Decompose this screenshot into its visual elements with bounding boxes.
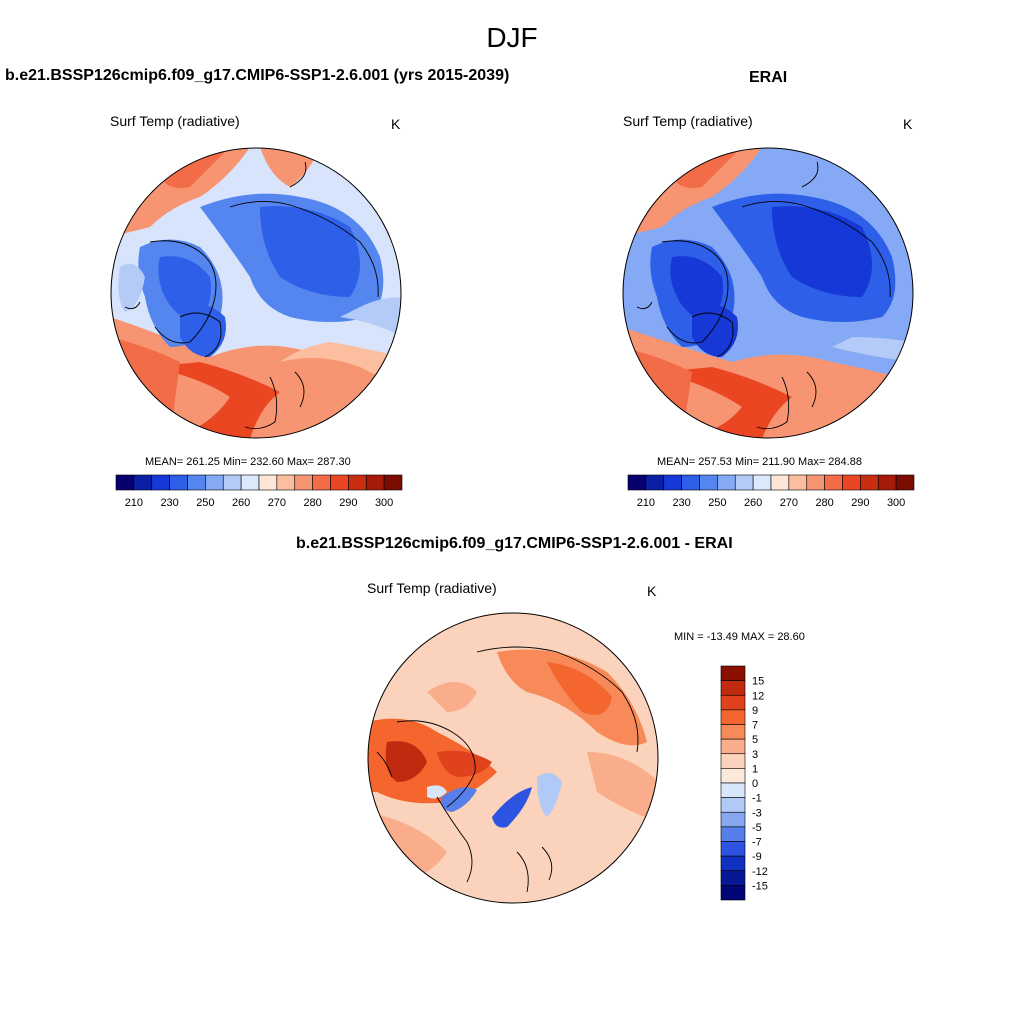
obs-colorbar-swatch <box>824 474 843 491</box>
diff-colorbar-tick-label: 12 <box>752 690 764 702</box>
obs-colorbar-swatch <box>752 474 772 491</box>
obs-colorbar: 210 230 250 260 270 280 290 300 <box>627 474 915 509</box>
obs-colorbar-swatch <box>645 474 665 491</box>
diff-polar-map <box>367 612 659 904</box>
diff-colorbar-swatch <box>720 811 746 828</box>
diff-colorbar-swatch <box>720 665 746 681</box>
model-colorbar-swatch <box>276 474 296 491</box>
obs-polar-map <box>622 147 914 439</box>
model-colorbar-tick-label: 300 <box>375 497 393 509</box>
obs-colorbar-tick-label: 230 <box>672 497 690 509</box>
diff-colorbar-tick-label: 9 <box>752 705 758 717</box>
diff-variable-label: Surf Temp (radiative) <box>367 580 497 596</box>
main-title: DJF <box>486 22 538 53</box>
model-colorbar-swatch <box>169 474 188 491</box>
diff-colorbar-swatch <box>720 855 746 872</box>
diff-colorbar-tick-label: -5 <box>752 822 762 834</box>
model-colorbar-swatch <box>240 474 260 491</box>
diff-colorbar-tick-label: 5 <box>752 734 758 746</box>
model-stats: MEAN= 261.25 Min= 232.60 Max= 287.30 <box>145 456 351 468</box>
obs-colorbar-swatch <box>627 474 647 491</box>
obs-colorbar-swatch <box>717 474 736 491</box>
diff-colorbar-tick-label: -1 <box>752 793 762 805</box>
model-colorbar-swatch <box>348 474 367 491</box>
obs-colorbar-tick-label: 270 <box>780 497 798 509</box>
diff-colorbar-swatch <box>720 841 746 857</box>
diff-colorbar-swatch <box>720 885 746 901</box>
obs-panel-title: ERAI <box>749 69 788 86</box>
model-polar-map <box>110 147 402 439</box>
diff-colorbar-tick-label: 3 <box>752 749 758 761</box>
diff-colorbar-tick-label: -9 <box>752 851 762 863</box>
diff-colorbar-swatch <box>720 709 746 725</box>
model-colorbar-swatch <box>294 474 313 491</box>
model-colorbar-tick-label: 250 <box>196 497 214 509</box>
model-panel-title: b.e21.BSSP126cmip6.f09_g17.CMIP6-SSP1-2.… <box>5 67 510 84</box>
model-colorbar-swatch <box>365 474 385 491</box>
obs-colorbar-tick-label: 250 <box>708 497 726 509</box>
model-colorbar-swatch <box>115 474 135 491</box>
obs-colorbar-swatch <box>806 474 825 491</box>
model-colorbar-swatch <box>312 474 331 491</box>
diff-stats: MIN = -13.49 MAX = 28.60 <box>674 631 805 643</box>
model-colorbar-swatch <box>330 474 349 491</box>
obs-colorbar-swatch <box>770 474 790 491</box>
model-colorbar-swatch <box>383 474 403 491</box>
model-colorbar-tick-label: 210 <box>125 497 143 509</box>
diff-colorbar-swatch <box>720 694 746 711</box>
model-colorbar-tick-label: 290 <box>339 497 357 509</box>
diff-colorbar-tick-label: 1 <box>752 763 758 775</box>
obs-units-label: K <box>903 116 913 132</box>
model-colorbar-swatch <box>205 474 224 491</box>
diff-colorbar-swatch <box>720 738 746 755</box>
obs-stats: MEAN= 257.53 Min= 211.90 Max= 284.88 <box>657 456 862 468</box>
obs-colorbar-tick-label: 300 <box>887 497 905 509</box>
diff-colorbar-tick-label: -3 <box>752 807 762 819</box>
model-variable-label: Surf Temp (radiative) <box>110 113 240 129</box>
model-colorbar-swatch <box>187 474 206 491</box>
diff-colorbar-swatch <box>720 680 746 696</box>
diff-colorbar-tick-label: 0 <box>752 778 758 790</box>
obs-colorbar-swatch <box>699 474 718 491</box>
obs-variable-label: Surf Temp (radiative) <box>623 113 753 129</box>
diff-colorbar-swatch <box>720 870 746 886</box>
model-colorbar-swatch <box>151 474 170 491</box>
obs-colorbar-swatch <box>788 474 808 491</box>
obs-colorbar-swatch <box>895 474 915 491</box>
obs-colorbar-swatch <box>734 474 754 491</box>
diff-colorbar-tick-label: 15 <box>752 676 764 688</box>
diff-colorbar-tick-label: 7 <box>752 720 758 732</box>
model-units-label: K <box>391 116 401 132</box>
model-colorbar-tick-label: 270 <box>268 497 286 509</box>
obs-colorbar-tick-label: 290 <box>851 497 869 509</box>
obs-colorbar-swatch <box>860 474 879 491</box>
diff-colorbar-swatch <box>720 797 746 813</box>
diff-colorbar-tick-label: -15 <box>752 880 768 892</box>
obs-colorbar-tick-label: 210 <box>637 497 655 509</box>
obs-colorbar-swatch <box>681 474 700 491</box>
diff-colorbar-swatch <box>720 768 746 784</box>
model-colorbar-swatch <box>258 474 278 491</box>
diff-colorbar-tick-label: -12 <box>752 866 768 878</box>
model-colorbar-tick-label: 230 <box>160 497 178 509</box>
model-colorbar-tick-label: 260 <box>232 497 250 509</box>
diff-panel-title: b.e21.BSSP126cmip6.f09_g17.CMIP6-SSP1-2.… <box>296 535 733 552</box>
model-colorbar: 210 230 250 260 270 280 290 300 <box>115 474 403 509</box>
diff-units-label: K <box>647 583 657 599</box>
obs-colorbar-swatch <box>877 474 897 491</box>
obs-colorbar-swatch <box>663 474 682 491</box>
model-colorbar-tick-label: 280 <box>303 497 321 509</box>
obs-colorbar-tick-label: 280 <box>815 497 833 509</box>
diff-colorbar: 15 12 9 7 5 3 1 0 -1 -3 -5 -7 -9 -12 -15 <box>720 665 768 901</box>
diff-colorbar-swatch <box>720 826 746 842</box>
diff-colorbar-tick-label: -7 <box>752 837 762 849</box>
model-colorbar-swatch <box>133 474 153 491</box>
obs-colorbar-tick-label: 260 <box>744 497 762 509</box>
diff-colorbar-swatch <box>720 782 746 798</box>
obs-colorbar-swatch <box>842 474 861 491</box>
model-colorbar-swatch <box>222 474 242 491</box>
diff-colorbar-swatch <box>720 724 746 740</box>
diff-colorbar-swatch <box>720 753 746 769</box>
